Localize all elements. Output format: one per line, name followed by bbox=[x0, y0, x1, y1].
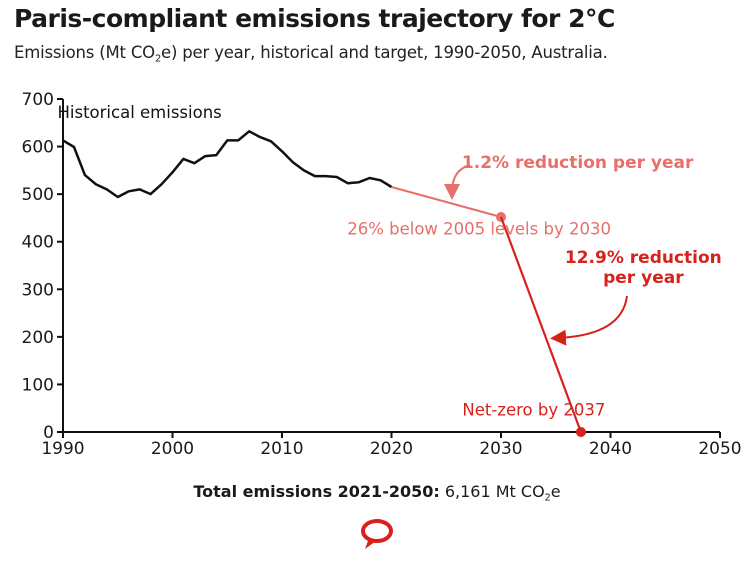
y-tick-label: 300 bbox=[22, 280, 54, 300]
total-label: Total emissions 2021-2050: bbox=[193, 482, 440, 501]
arrow-12.9pct bbox=[550, 295, 628, 346]
total-emissions-note: Total emissions 2021-2050: 6,161 Mt CO2e bbox=[0, 482, 754, 503]
series-group bbox=[62, 130, 586, 437]
y-tick-label: 200 bbox=[22, 328, 54, 348]
total-unit-end: e bbox=[550, 482, 561, 501]
annotations-group: Historical emissions 1.2% reduction per y… bbox=[58, 103, 722, 419]
series-line-target-to-2030 bbox=[391, 185, 502, 219]
annotation-label: per year bbox=[603, 268, 684, 288]
chart-title: Paris-compliant emissions trajectory for… bbox=[14, 4, 615, 33]
series-end-marker bbox=[575, 427, 586, 437]
subtitle-text: Emissions (Mt CO bbox=[14, 43, 155, 62]
annotation-label: 12.9% reduction bbox=[565, 248, 722, 268]
y-tick-label: 0 bbox=[43, 423, 54, 443]
series-line-target-to-net-zero bbox=[499, 216, 582, 433]
total-subscript: 2 bbox=[544, 492, 551, 504]
series-end-marker bbox=[496, 211, 506, 222]
axes: 0 100 200 300 400 500 600 700 1990 2000 2010 2020 20… bbox=[22, 90, 742, 459]
subtitle-text-end: e) per year, historical and target, 1990… bbox=[161, 43, 608, 62]
x-tick-label: 1990 bbox=[41, 439, 84, 459]
subtitle-subscript: 2 bbox=[154, 53, 162, 65]
y-tick-label: 400 bbox=[22, 233, 54, 253]
total-value: 6,161 Mt CO bbox=[439, 482, 545, 501]
y-tick-label: 600 bbox=[22, 138, 54, 158]
x-tick-label: 2000 bbox=[151, 439, 194, 459]
x-tick-label: 2050 bbox=[698, 439, 741, 459]
x-tick-label: 2010 bbox=[260, 439, 303, 459]
annotation-label: Net-zero by 2037 bbox=[462, 400, 605, 419]
annotation-label: 1.2% reduction per year bbox=[462, 153, 694, 173]
annotation-label: 26% below 2005 levels by 2030 bbox=[347, 220, 611, 239]
arrow-1.2pct bbox=[444, 164, 471, 200]
x-tick-label: 2040 bbox=[589, 439, 632, 459]
series-line-historical-emissions bbox=[62, 130, 393, 199]
y-tick-label: 500 bbox=[22, 185, 54, 205]
y-tick-label: 700 bbox=[22, 90, 54, 110]
y-tick-label: 100 bbox=[22, 375, 54, 395]
chart-subtitle: Emissions (Mt CO2e) per year, historical… bbox=[14, 43, 608, 64]
x-tick-label: 2020 bbox=[370, 439, 413, 459]
annotation-label: Historical emissions bbox=[58, 103, 222, 122]
speech-bubble-icon bbox=[361, 519, 393, 549]
x-tick-label: 2030 bbox=[479, 439, 522, 459]
